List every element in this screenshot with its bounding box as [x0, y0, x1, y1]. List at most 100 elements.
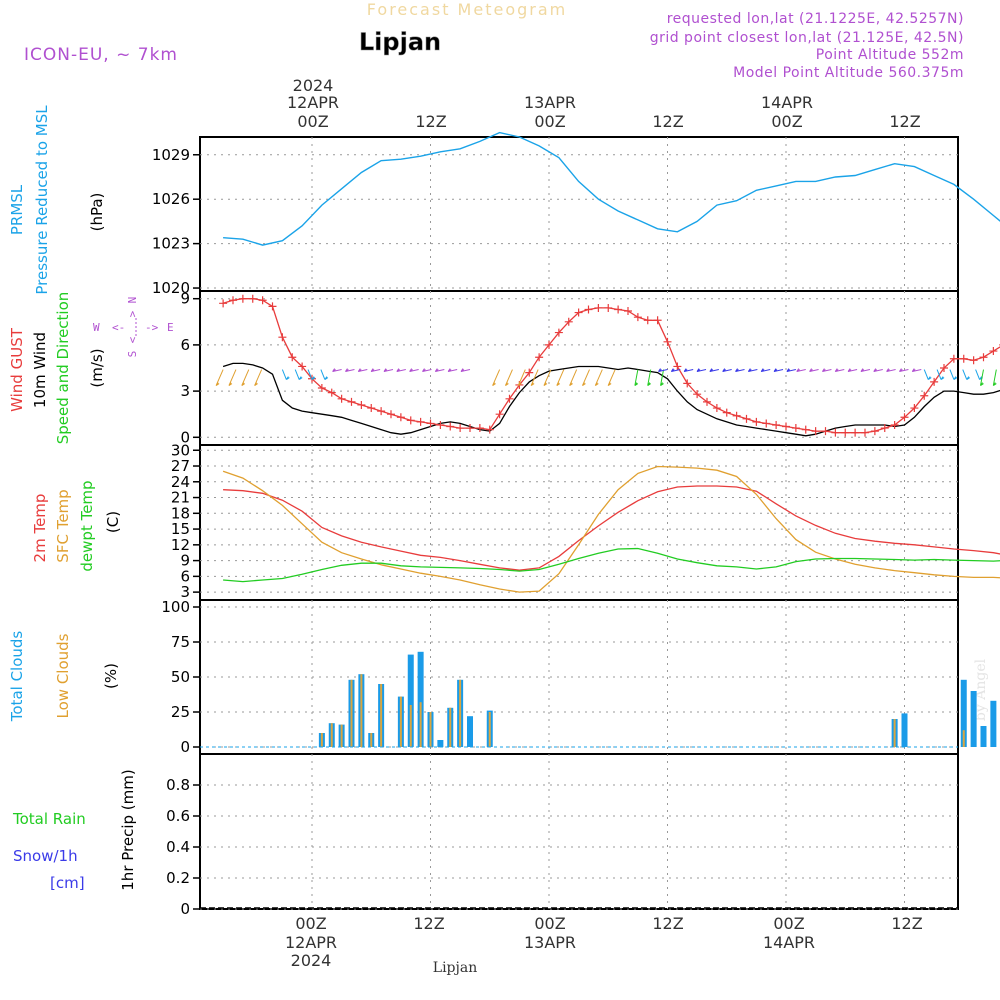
footer-location: Lipjan [433, 960, 477, 976]
gust-point [861, 428, 869, 437]
wind-arrow [962, 369, 968, 380]
wind-arrow-head [773, 368, 778, 372]
top-tick-label: 00Z [297, 112, 328, 131]
wind-arrow-head [953, 376, 958, 380]
gust-point [841, 428, 850, 437]
total-clouds-bar [437, 740, 444, 747]
wind-arrow-head [228, 382, 233, 386]
gust-point [949, 354, 958, 363]
wind-arrow-head [607, 382, 612, 386]
wind-arrow-head [966, 376, 971, 380]
bottom-date-label: 13APR [524, 933, 576, 952]
wind-arrow-head [786, 368, 791, 372]
gust-point [910, 404, 919, 413]
y-tick-label: 0 [180, 738, 190, 756]
wind-arrow-head [911, 368, 916, 372]
wind-arrow-head [422, 368, 426, 372]
wind10-line [222, 362, 1000, 437]
wind-arrow-head [215, 382, 220, 386]
gust-point [505, 394, 514, 403]
wind-arrow [505, 369, 513, 386]
wind-arrow-head [311, 376, 316, 380]
wind-arrow [215, 369, 224, 386]
gust-point [485, 425, 494, 434]
wind-arrow [773, 369, 784, 373]
wind-arrow [709, 369, 719, 373]
compass-arrow: < [126, 336, 139, 343]
wind-arrow-head [722, 368, 726, 372]
top-year-label: 2024 [293, 76, 334, 95]
wind-arrow-head [899, 368, 903, 372]
wind-arrow [517, 369, 526, 386]
compass-icon: N > < S W <- -> E [93, 297, 174, 358]
wind-arrow-head [396, 368, 401, 372]
gust-point [989, 347, 998, 356]
gust-point [258, 296, 267, 305]
gust-point [564, 317, 573, 326]
gust-point [683, 379, 692, 388]
y-tick-label: 1020 [152, 279, 190, 297]
gust-point [742, 414, 751, 423]
wind-arrow-head [409, 368, 413, 372]
wind-arrow-head [285, 376, 290, 380]
wind-arrow-head [434, 368, 439, 372]
wind-arrow-head [517, 382, 522, 386]
gust-point [298, 362, 307, 371]
low-clouds-bar [399, 696, 402, 747]
gust-point [673, 362, 682, 371]
wind-arrow-head [582, 382, 586, 386]
low-clouds-bar [370, 733, 373, 747]
wind-arrow-head [241, 382, 246, 386]
wind-arrow-head [505, 382, 509, 386]
dewpt-label: dewpt Temp [78, 480, 96, 571]
wind-arrow-head [460, 368, 465, 372]
total-clouds-bar [960, 679, 967, 747]
gust-point [969, 356, 978, 365]
y-tick-label: 15 [171, 520, 190, 538]
wind-arrow-head [332, 368, 336, 372]
total-clouds-bar [407, 654, 414, 747]
wind-10m-label: 10m Wind [31, 332, 49, 408]
plot-layer: 1020102310261029036936912151821242730025… [152, 131, 1000, 918]
gust-point [337, 394, 346, 403]
wind-arrow-head [634, 382, 639, 386]
bottom-tick-label: 00Z [534, 914, 565, 933]
low-clouds-bar [320, 733, 323, 747]
sfc-temp-line [222, 465, 1000, 593]
wind-arrow-head [383, 368, 388, 372]
wind-arrow [607, 369, 616, 386]
gust-point [456, 424, 465, 433]
panel-frame [199, 753, 959, 910]
wind-arrow [975, 369, 981, 380]
wind-arrow [696, 369, 707, 373]
bottom-tick-label: 12Z [891, 914, 922, 933]
wind-arrow-head [345, 368, 349, 372]
clouds-unit: (%) [102, 663, 120, 689]
compass-s: S [126, 351, 139, 358]
wind-arrow [530, 369, 539, 386]
y-tick-label: 0 [180, 428, 190, 446]
y-tick-label: 0.2 [166, 869, 190, 887]
wind-arrow [796, 369, 806, 373]
panel-0: 1020 1023 1026 1029 [152, 136, 959, 297]
y-tick-label: 0.4 [166, 838, 190, 856]
bottom-date-label: 12APR [285, 933, 337, 952]
gust-point [782, 422, 790, 431]
wind-arrow [980, 369, 984, 386]
wind-gust-label: Wind GUST [8, 327, 26, 412]
wind-arrow-head [760, 368, 765, 372]
gust-point [979, 353, 988, 362]
low-clouds-bar [488, 712, 491, 747]
gust-point [762, 419, 771, 428]
gust-point [396, 413, 405, 422]
y-tick-label: 0 [180, 900, 190, 918]
wind-arrow-head [594, 382, 599, 386]
chart-title: Forecast Meteogram [367, 0, 567, 19]
wind-arrow [358, 369, 368, 373]
wind-arrow-head [670, 368, 675, 372]
gust-point [643, 316, 652, 325]
wind-arrow-head [860, 368, 865, 372]
gust-point [920, 391, 929, 400]
compass-e: E [167, 321, 174, 334]
total-clouds-bar [970, 691, 977, 747]
